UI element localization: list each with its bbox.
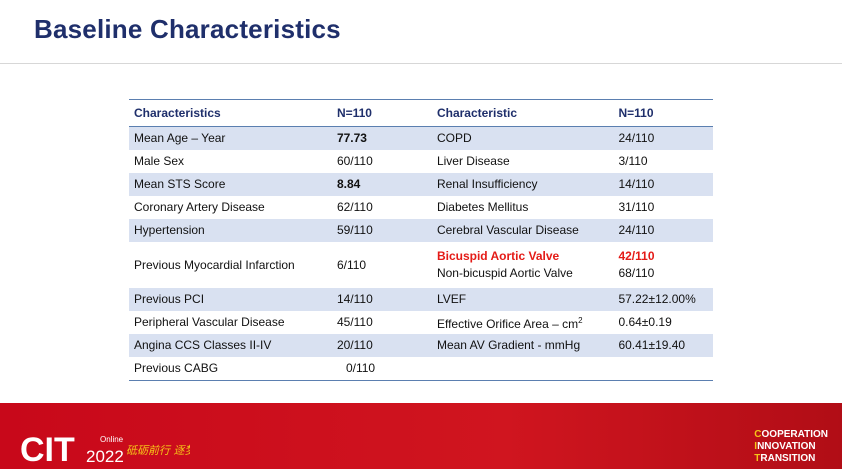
tagline-cooperation: COOPERATION — [754, 429, 828, 440]
bicuspid-value: 42/110 — [618, 249, 655, 263]
row-value — [613, 357, 713, 381]
row-label: Male Sex — [134, 154, 185, 168]
table-row: Previous CABG 0/110 — [129, 357, 713, 381]
row-value: 59/110 — [331, 219, 432, 242]
non-bicuspid-label: Non-bicuspid Aortic Valve — [436, 266, 573, 280]
row-value: 57.22±12.00% — [613, 288, 713, 311]
table-row: Angina CCS Classes II-IV 20/110 Mean AV … — [129, 334, 713, 357]
header-characteristics: Characteristics — [129, 99, 332, 127]
row-label: Coronary Artery Disease — [134, 200, 265, 214]
row-value: 62/110 — [336, 200, 373, 214]
title-divider — [0, 63, 842, 64]
row-value: 3/110 — [618, 154, 648, 168]
slide-title: Baseline Characteristics — [34, 14, 341, 44]
table-row: Previous PCI 14/110 LVEF 57.22±12.00% — [129, 288, 713, 311]
footer-banner: CIT 2022 Online 砥砺前行 逐梦前行 COOPERATION IN… — [0, 403, 842, 469]
cit-logo: CIT 2022 Online 砥砺前行 逐梦前行 — [20, 431, 190, 466]
row-value: 14/110 — [331, 288, 432, 311]
superscript: 2 — [578, 316, 583, 325]
header-n-right: N=110 — [613, 99, 713, 127]
bicuspid-label: Bicuspid Aortic Valve — [436, 249, 560, 263]
row-label: Hypertension — [129, 219, 332, 242]
row-label: Diabetes Mellitus — [436, 200, 529, 214]
table-row: Mean STS Score 8.84 Renal Insufficiency … — [129, 173, 713, 196]
row-value: 60/110 — [336, 154, 373, 168]
logo-year: 2022 — [86, 447, 124, 466]
row-label: COPD — [431, 126, 614, 150]
row-value: 60.41±19.40 — [613, 334, 713, 357]
valve-count-cell: 42/110 68/110 — [613, 242, 713, 288]
table-row: Male Sex 60/110 Liver Disease 3/110 — [129, 150, 713, 173]
row-label: Angina CCS Classes II-IV — [129, 334, 332, 357]
row-value: 45/110 — [336, 315, 373, 329]
table-row: Previous Myocardial Infarction 6/110 Bic… — [129, 242, 713, 288]
table-row: Peripheral Vascular Disease 45/110 Effec… — [129, 311, 713, 334]
header-n-left: N=110 — [331, 99, 432, 127]
row-label — [431, 357, 614, 381]
table-row: Coronary Artery Disease 62/110 Diabetes … — [129, 196, 713, 219]
row-value: 0.64±0.19 — [618, 315, 672, 329]
logo-chinese: 砥砺前行 逐梦前行 — [126, 444, 190, 457]
tagline-innovation: INNOVATION — [754, 441, 816, 452]
table-row: Hypertension 59/110 Cerebral Vascular Di… — [129, 219, 713, 242]
non-bicuspid-value: 68/110 — [618, 266, 655, 280]
tagline: COOPERATION INNOVATION TRANSITION — [754, 429, 828, 465]
row-value: 24/110 — [613, 126, 713, 150]
logo-online: Online — [100, 435, 124, 444]
row-value: 0/110 — [331, 357, 432, 381]
row-label: Renal Insufficiency — [431, 173, 614, 196]
row-value: 31/110 — [618, 200, 655, 214]
row-label: Peripheral Vascular Disease — [134, 315, 285, 329]
logo-cit: CIT — [20, 431, 75, 466]
table-row: Mean Age – Year 77.73 COPD 24/110 — [129, 126, 713, 150]
row-label: Cerebral Vascular Disease — [431, 219, 614, 242]
row-label: Liver Disease — [436, 154, 510, 168]
row-label: Previous CABG — [129, 357, 332, 381]
row-value: 14/110 — [613, 173, 713, 196]
row-label: Previous Myocardial Infarction — [134, 257, 295, 272]
row-value: 8.84 — [331, 173, 432, 196]
row-value: 20/110 — [331, 334, 432, 357]
baseline-table: Characteristics N=110 Characteristic N=1… — [129, 99, 713, 381]
valve-type-cell: Bicuspid Aortic Valve Non-bicuspid Aorti… — [432, 242, 614, 288]
row-label: Previous PCI — [129, 288, 332, 311]
row-label: Mean Age – Year — [129, 126, 332, 150]
row-label: LVEF — [431, 288, 614, 311]
row-label: Mean STS Score — [129, 173, 332, 196]
row-label: Mean AV Gradient - mmHg — [431, 334, 614, 357]
row-value: 24/110 — [613, 219, 713, 242]
row-label: Effective Orifice Area – cm — [436, 317, 579, 331]
table-header-row: Characteristics N=110 Characteristic N=1… — [129, 99, 713, 127]
row-value: 6/110 — [336, 257, 367, 272]
row-value: 77.73 — [331, 126, 432, 150]
tagline-transition: TRANSITION — [754, 453, 816, 464]
header-characteristic: Characteristic — [431, 99, 614, 127]
eoa-label-cell: Effective Orifice Area – cm2 — [432, 311, 614, 334]
